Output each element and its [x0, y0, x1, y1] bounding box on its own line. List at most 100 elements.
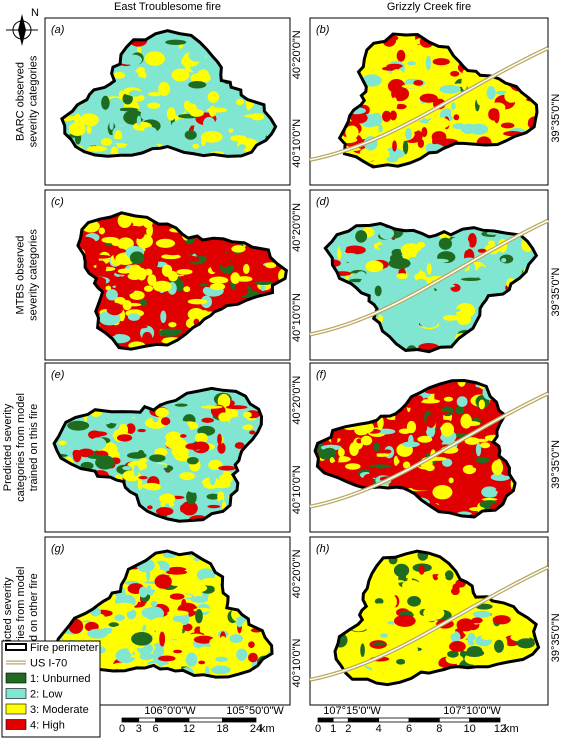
severity-patch — [168, 308, 177, 322]
severity-patch — [358, 448, 377, 463]
severity-patch — [137, 428, 146, 433]
severity-patch — [402, 441, 420, 448]
severity-patch — [419, 93, 438, 103]
severity-patch — [159, 493, 176, 504]
row-label-line: severity categories — [28, 229, 40, 321]
severity-patch — [392, 140, 397, 152]
severity-patch — [238, 144, 246, 151]
severity-patch — [411, 328, 429, 337]
row-label-line: trained on this fire — [28, 404, 40, 491]
panel-label: (e) — [51, 369, 65, 381]
severity-patch — [435, 428, 442, 438]
severity-patch — [448, 477, 454, 484]
severity-patch — [234, 284, 249, 297]
severity-patch — [419, 399, 441, 404]
severity-patch — [425, 424, 436, 438]
scale-segment — [188, 717, 223, 723]
severity-patch — [165, 39, 187, 45]
severity-patch — [129, 251, 145, 265]
legend-label: 2: Low — [30, 689, 62, 701]
severity-patch — [242, 411, 252, 418]
severity-patch — [118, 423, 129, 436]
severity-patch — [479, 442, 491, 449]
lon-label: 106°0'0"W — [144, 705, 196, 717]
scale-segment — [347, 717, 380, 723]
column-title: East Troublesome fire — [114, 1, 221, 13]
severity-patch — [322, 447, 337, 457]
fire-perimeter — [313, 378, 517, 519]
severity-patch — [379, 227, 395, 240]
severity-patch — [375, 580, 394, 593]
severity-patch — [186, 583, 208, 593]
lon-label: 105°50'0"W — [226, 705, 284, 717]
severity-patch — [210, 259, 220, 273]
severity-patch — [141, 607, 157, 619]
severity-patch — [419, 317, 439, 328]
severity-patch — [488, 108, 500, 121]
lon-label: 107°15'0"W — [323, 705, 381, 717]
scale-tick: 0 — [315, 723, 321, 735]
severity-patch — [125, 144, 142, 148]
severity-patch — [114, 102, 121, 113]
severity-patch — [152, 589, 170, 602]
severity-patch — [456, 618, 475, 632]
severity-patch — [442, 315, 459, 321]
severity-patch — [391, 86, 410, 102]
severity-patch — [464, 452, 475, 462]
severity-patch — [372, 642, 386, 646]
severity-patch — [425, 329, 446, 342]
severity-patch — [442, 321, 459, 332]
severity-patch — [402, 579, 421, 591]
severity-patch — [407, 294, 428, 310]
severity-patch — [150, 601, 158, 607]
lat-label: 40°20'0"N — [291, 30, 303, 79]
severity-patch — [161, 264, 173, 277]
scale-tick: 3 — [136, 723, 142, 735]
severity-patch — [171, 120, 191, 132]
row-label-line: severity categories — [28, 55, 40, 147]
severity-patch — [181, 501, 198, 516]
severity-patch — [161, 417, 171, 426]
severity-patch — [391, 69, 404, 80]
severity-patch — [431, 638, 440, 646]
severity-patch — [391, 248, 403, 257]
severity-patch — [447, 600, 465, 608]
severity-patch — [172, 649, 183, 654]
severity-patch — [487, 240, 495, 245]
panel-label: (h) — [316, 543, 330, 555]
severity-patch — [209, 276, 229, 284]
severity-patch — [219, 257, 231, 268]
severity-patch — [128, 264, 142, 278]
severity-patch — [363, 130, 379, 137]
scale-segment — [138, 717, 156, 723]
severity-patch — [424, 247, 442, 255]
severity-patch — [149, 617, 171, 632]
fire-perimeter — [333, 549, 541, 687]
severity-patch — [226, 427, 246, 440]
severity-patch — [86, 124, 92, 135]
severity-patch — [386, 63, 403, 69]
severity-patch — [115, 281, 136, 295]
severity-patch — [217, 442, 226, 454]
severity-patch — [117, 641, 128, 649]
scale-segment — [155, 717, 190, 723]
severity-patch — [139, 299, 148, 307]
severity-patch — [114, 76, 127, 89]
severity-patch — [118, 56, 139, 65]
severity-patch — [377, 244, 385, 249]
legend-label: 3: Moderate — [30, 704, 89, 716]
severity-patch — [330, 434, 338, 446]
row-label-line: BARC observed — [15, 62, 27, 141]
severity-patch — [180, 434, 187, 438]
severity-patch — [464, 649, 485, 657]
severity-patch — [181, 599, 187, 611]
lat-label: 40°10'0"N — [291, 293, 303, 342]
severity-patch — [67, 420, 90, 431]
legend-swatch — [5, 643, 27, 651]
severity-patch — [486, 85, 496, 100]
severity-patch — [481, 497, 498, 501]
severity-patch — [349, 442, 359, 457]
severity-patch — [387, 313, 407, 327]
severity-patch — [116, 434, 133, 442]
severity-patch — [462, 239, 470, 251]
